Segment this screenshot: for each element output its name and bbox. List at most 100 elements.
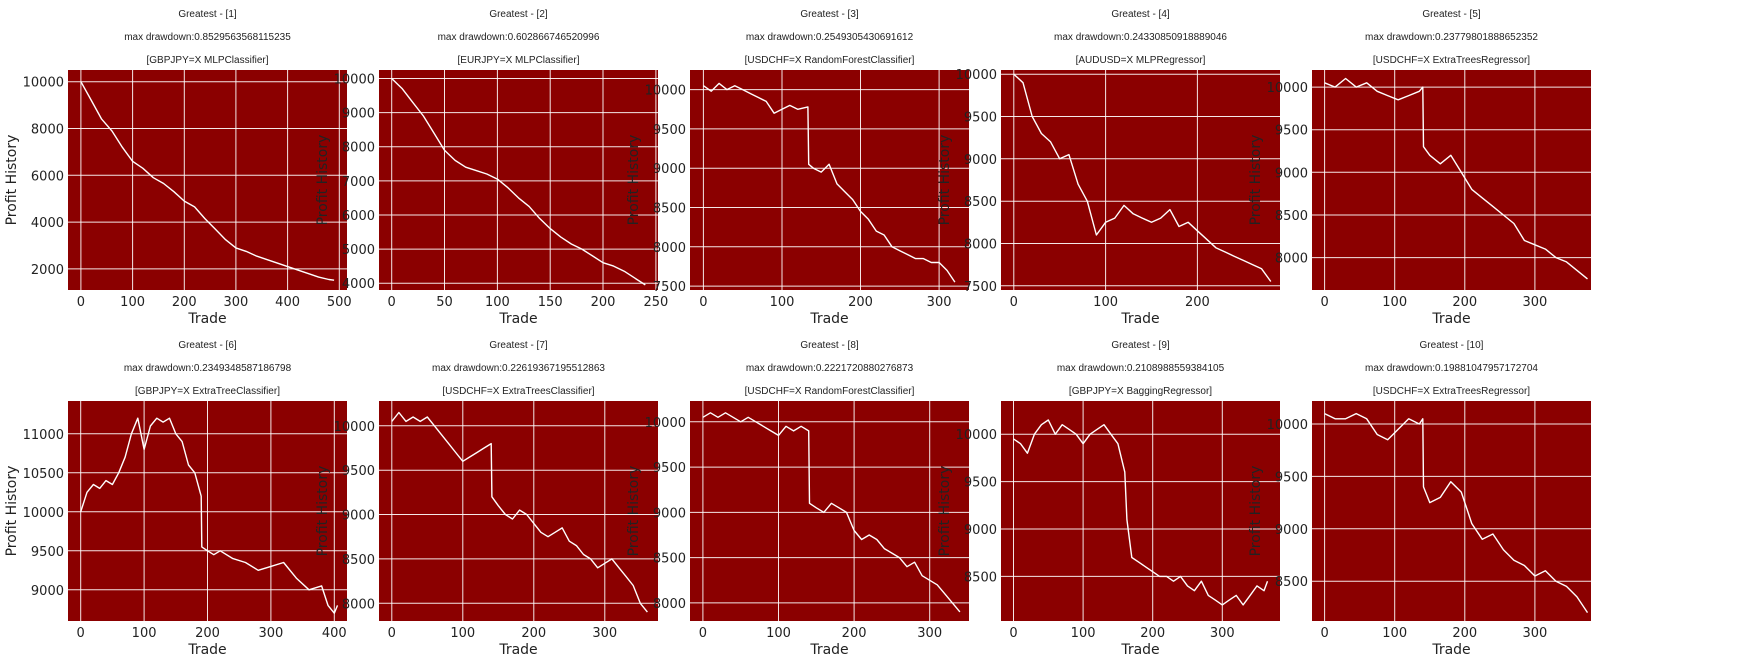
x-tick-label: 200	[1140, 626, 1165, 641]
y-tick-label: 4000	[31, 216, 64, 231]
y-tick-label: 8500	[1275, 575, 1308, 590]
x-axis-label: Trade	[498, 642, 537, 658]
y-tick-label: 2000	[31, 263, 64, 278]
y-axis-label: Profit History	[4, 135, 20, 226]
x-tick-label: 300	[917, 626, 942, 641]
x-tick-label: 150	[538, 295, 563, 310]
y-tick-label: 8500	[1275, 209, 1308, 224]
line-chart-6: 0 100 200 300 400 9000 9500 10000 10500 11000 Trad…	[4, 401, 347, 658]
model-label: [GBPJPY=X ExtraTreeClassifier]	[135, 386, 280, 397]
profit-line	[1324, 77, 1588, 280]
profit-line	[1324, 412, 1589, 613]
drawdown-label: max drawdown:0.2549305430691612	[745, 32, 914, 43]
line-chart-8: 0 100 200 300 8000 8500 9000 9500 10000 Trade Prof…	[626, 401, 969, 658]
y-tick-label: 10000	[23, 506, 64, 521]
y-tick-label: 8500	[653, 552, 686, 567]
x-tick-label: 300	[223, 295, 248, 310]
model-label: [USDCHF=X RandomForestClassifier]	[744, 55, 915, 66]
line-chart-9: 0 100 200 300 8500 9000 9500 10000 Trade Profit H…	[937, 401, 1280, 658]
x-tick-label: 100	[1071, 626, 1096, 641]
x-axis-label: Trade	[1431, 311, 1470, 327]
line-chart-3: 0 100 200 300 7500 8000 8500 9000 9500 10000 Trade…	[626, 70, 969, 327]
chart-title: Greatest - [5]	[1422, 9, 1481, 20]
x-tick-label: 200	[1185, 295, 1210, 310]
drawdown-label: max drawdown:0.24330850918889046	[1054, 32, 1227, 43]
x-tick-label: 200	[521, 626, 546, 641]
x-tick-label: 200	[195, 626, 220, 641]
y-tick-label: 8000	[31, 123, 64, 138]
line-chart-1: 0 100 200 300 400 500 2000 4000 6000 8000 10000 Tra…	[4, 70, 352, 327]
x-tick-label: 250	[643, 295, 668, 310]
y-tick-label: 8000	[964, 238, 997, 253]
y-tick-label: 6000	[31, 169, 64, 184]
drawdown-label: max drawdown:0.23779801888652352	[1365, 32, 1538, 43]
plot-area	[690, 401, 969, 621]
model-label: [GBPJPY=X MLPClassifier]	[146, 55, 269, 66]
line-chart-7: 0 100 200 300 8000 8500 9000 9500 10000 Trade Prof…	[315, 401, 658, 658]
y-axis-label: Profit History	[937, 466, 953, 557]
x-tick-label: 0	[699, 626, 707, 641]
y-axis-label: Profit History	[4, 466, 20, 557]
x-tick-label: 400	[322, 626, 347, 641]
x-axis-label: Trade	[1431, 642, 1470, 658]
y-tick-label: 9500	[31, 545, 64, 560]
x-tick-label: 100	[1093, 295, 1118, 310]
x-tick-label: 400	[275, 295, 300, 310]
y-tick-label: 8000	[653, 241, 686, 256]
y-tick-label: 10000	[645, 416, 686, 431]
x-tick-label: 100	[485, 295, 510, 310]
y-tick-label: 9000	[653, 506, 686, 521]
x-tick-label: 200	[848, 295, 873, 310]
x-axis-label: Trade	[187, 642, 226, 658]
profit-line	[391, 411, 648, 613]
y-tick-label: 10000	[334, 73, 375, 88]
y-tick-label: 9500	[653, 123, 686, 138]
x-tick-label: 300	[1210, 626, 1235, 641]
chart-panel-1: Greatest - [1] max drawdown:0.85295635681…	[0, 0, 352, 330]
profit-line	[702, 412, 961, 613]
y-tick-label: 10000	[956, 68, 997, 83]
y-tick-label: 8000	[342, 597, 375, 612]
plot-area	[1001, 401, 1280, 621]
y-tick-label: 10000	[645, 84, 686, 99]
y-axis-label: Profit History	[315, 135, 331, 226]
line-chart-10: 0 100 200 300 8500 9000 9500 10000 Trade Profit H…	[1248, 401, 1591, 658]
x-tick-label: 300	[592, 626, 617, 641]
x-tick-label: 200	[172, 295, 197, 310]
x-tick-label: 0	[1320, 295, 1328, 310]
y-tick-label: 8500	[964, 570, 997, 585]
chart-panel-3: Greatest - [3] max drawdown:0.25493054306…	[622, 0, 970, 330]
x-tick-label: 100	[132, 626, 157, 641]
y-axis-label: Profit History	[626, 135, 642, 226]
profit-line	[80, 81, 335, 281]
x-axis-label: Trade	[1120, 311, 1159, 327]
line-chart-5: 0 100 200 300 8000 8500 9000 9500 10000 Trade Prof…	[1248, 70, 1591, 327]
y-tick-label: 9000	[342, 107, 375, 122]
chart-panel-6: Greatest - [6] max drawdown:0.23493485871…	[0, 331, 348, 661]
y-axis-label: Profit History	[1248, 135, 1264, 226]
y-tick-label: 10000	[1267, 81, 1308, 96]
chart-panel-9: Greatest - [9] max drawdown:0.21089885593…	[933, 331, 1281, 661]
x-axis-label: Trade	[1120, 642, 1159, 658]
x-tick-label: 50	[436, 295, 453, 310]
y-tick-label: 10000	[334, 420, 375, 435]
model-label: [AUDUSD=X MLPRegressor]	[1075, 55, 1206, 66]
profit-line	[1013, 419, 1269, 606]
y-tick-label: 9500	[342, 464, 375, 479]
chart-title: Greatest - [3]	[800, 9, 859, 20]
y-tick-label: 6000	[342, 209, 375, 224]
profit-line	[1013, 73, 1272, 282]
chart-title: Greatest - [4]	[1111, 9, 1170, 20]
x-tick-label: 0	[388, 626, 396, 641]
chart-panel-2: Greatest - [2] max drawdown:0.60286674652…	[311, 0, 668, 330]
profit-line	[80, 417, 339, 614]
y-tick-label: 9000	[964, 153, 997, 168]
drawdown-label: max drawdown:0.602866746520996	[437, 32, 600, 43]
y-tick-label: 4000	[342, 277, 375, 292]
y-axis-label: Profit History	[315, 466, 331, 557]
model-label: [USDCHF=X ExtraTreesClassifier]	[442, 386, 595, 397]
x-tick-label: 0	[699, 295, 707, 310]
x-tick-label: 300	[258, 626, 283, 641]
x-axis-label: Trade	[809, 642, 848, 658]
